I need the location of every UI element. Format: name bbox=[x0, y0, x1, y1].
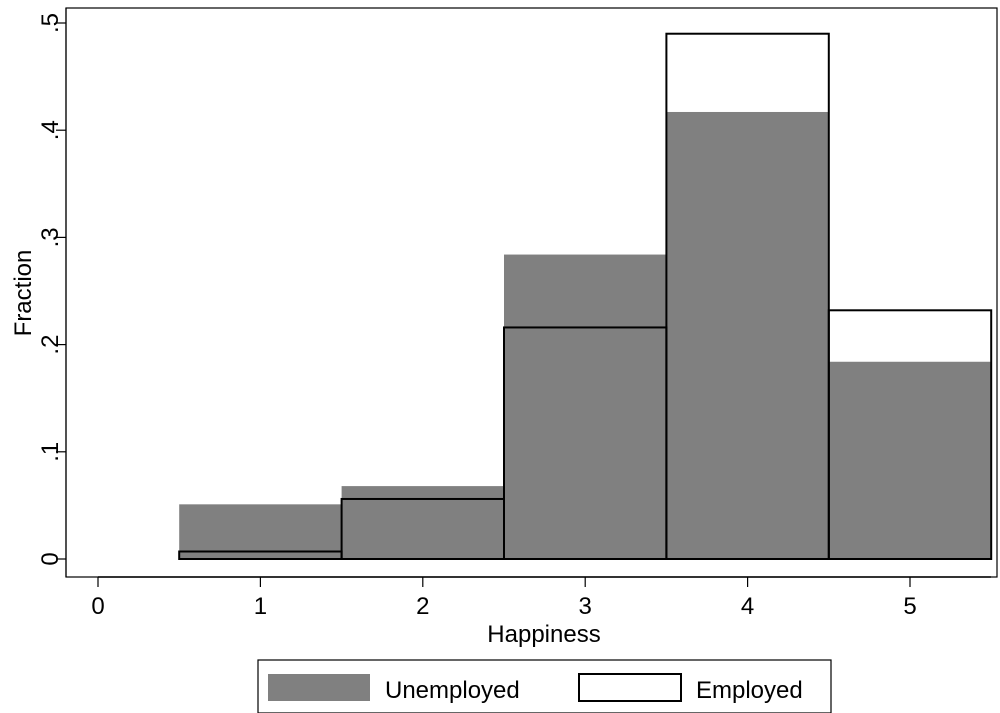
x-tick-label: 5 bbox=[903, 593, 916, 620]
x-tick-label: 0 bbox=[91, 593, 104, 620]
y-tick-label: 0 bbox=[37, 552, 64, 565]
x-axis-label: Happiness bbox=[487, 621, 600, 648]
x-axis-ticks: 0 1 2 3 4 5 bbox=[91, 577, 917, 620]
employed-bars bbox=[178, 32, 993, 561]
bar-unemployed-3 bbox=[504, 254, 667, 559]
bar-unemployed-1 bbox=[179, 504, 342, 559]
bar-employed-5 bbox=[827, 309, 993, 560]
y-tick-label: .2 bbox=[37, 335, 64, 355]
bar-unemployed-2 bbox=[341, 486, 504, 559]
x-tick-label: 4 bbox=[741, 593, 754, 620]
bar-unemployed-5 bbox=[828, 361, 992, 559]
x-tick-label: 3 bbox=[579, 593, 592, 620]
y-tick-label: .3 bbox=[37, 227, 64, 247]
unemployed-bars bbox=[179, 111, 992, 559]
y-axis-label: Fraction bbox=[10, 250, 37, 337]
x-tick-label: 2 bbox=[416, 593, 429, 620]
bar-employed-4 bbox=[665, 32, 830, 561]
y-tick-label: .5 bbox=[37, 13, 64, 33]
x-tick-label: 1 bbox=[254, 593, 267, 620]
legend-label-unemployed: Unemployed bbox=[385, 677, 520, 704]
legend-label-employed: Employed bbox=[696, 677, 803, 704]
y-tick-label: .4 bbox=[37, 120, 64, 140]
legend: Unemployed Employed bbox=[257, 659, 832, 713]
y-axis-ticks: 0 .1 .2 .3 .4 .5 bbox=[37, 13, 66, 566]
y-tick-label: .1 bbox=[37, 442, 64, 462]
legend-swatch-employed bbox=[578, 673, 682, 702]
legend-swatch-unemployed bbox=[268, 674, 370, 701]
bar-unemployed-4 bbox=[666, 111, 829, 559]
